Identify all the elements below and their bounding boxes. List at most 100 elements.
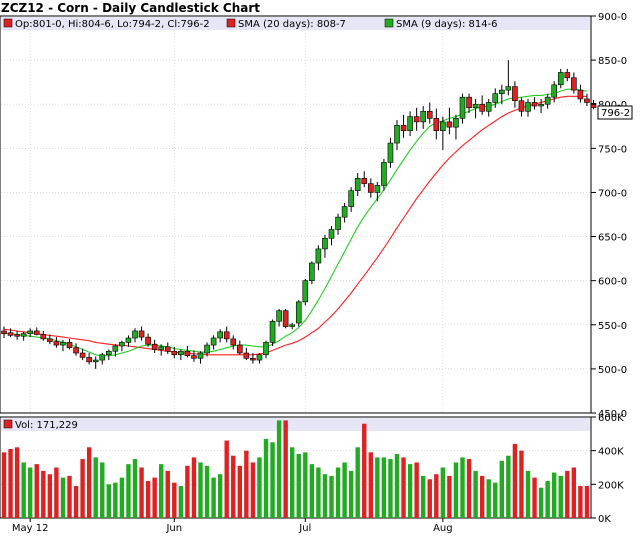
volume-bar (250, 462, 256, 518)
candle (178, 349, 184, 361)
candle (132, 328, 138, 343)
volume-bar (460, 457, 465, 518)
candle (243, 347, 250, 361)
price-tick-label: 600-0 (598, 277, 627, 288)
candle (145, 333, 151, 347)
candle (223, 326, 230, 343)
volume-bar (394, 454, 400, 518)
candle (14, 330, 20, 340)
candle (230, 335, 237, 350)
candle (498, 84, 505, 105)
candle (387, 137, 394, 168)
candle (328, 225, 335, 246)
candle (335, 213, 341, 235)
price-tick-label: 850-0 (598, 56, 627, 67)
candle (348, 187, 354, 212)
volume-bar (440, 467, 446, 518)
volume-bar (335, 467, 341, 518)
candle (263, 340, 269, 359)
candle (354, 173, 361, 196)
volume-bar (303, 452, 308, 518)
candle (99, 353, 106, 365)
candle (295, 300, 302, 327)
sma20-legend-swatch (226, 18, 236, 28)
candle (505, 60, 512, 96)
price-tick-label: 900-0 (598, 12, 627, 23)
volume-bar (486, 479, 491, 518)
volume-bar (224, 440, 229, 518)
candle (184, 345, 191, 358)
chart-title: ZCZ12 - Corn - Daily Candlestick Chart (1, 1, 260, 15)
candle (531, 97, 538, 110)
ohlc-legend-text: Op:801-0, Hi:804-6, Lo:794-2, Cl:796-2 (15, 19, 210, 30)
volume-tick-label: 200K (598, 480, 624, 491)
candle (479, 95, 485, 115)
price-tick-label: 500-0 (598, 365, 627, 376)
volume-bar (375, 457, 380, 518)
candle (20, 331, 27, 341)
candle (40, 330, 47, 341)
candle (433, 108, 440, 140)
candle (204, 342, 210, 357)
volume-bar (362, 423, 367, 518)
volume-tick-label: 0K (598, 514, 611, 525)
volume-bar (447, 475, 452, 518)
volume-bar (532, 477, 537, 518)
volume-bar (132, 459, 138, 518)
volume-bar (290, 447, 295, 518)
volume-bar (355, 447, 360, 518)
volume-bar (113, 482, 118, 518)
candle (538, 98, 544, 114)
volume-bar (172, 482, 177, 518)
volume-bar (73, 486, 79, 518)
volume-bar (322, 474, 328, 518)
volume-bar (473, 470, 478, 518)
candle (557, 68, 564, 89)
candle (1, 326, 7, 339)
candle (322, 234, 328, 258)
candle (518, 97, 525, 117)
volume-bar (159, 464, 164, 518)
sma20-legend-text: SMA (20 days): 808-7 (238, 19, 346, 30)
volume-bar (368, 452, 373, 518)
candle (289, 323, 296, 330)
volume-bar (237, 465, 242, 518)
volume-bar (558, 475, 563, 518)
volume-bar (21, 462, 26, 518)
candle (125, 335, 132, 347)
candle (341, 203, 348, 223)
price-tick-label: 550-0 (598, 321, 627, 332)
candle (269, 319, 276, 346)
volume-bar (198, 462, 203, 518)
candle (27, 328, 34, 338)
month-tick-label: Aug (433, 523, 453, 534)
candle (525, 98, 531, 117)
candle (158, 344, 164, 356)
month-tick-label: May 12 (12, 523, 49, 534)
volume-axis: 0K 200K 400K 600K (591, 413, 624, 525)
volume-bar (552, 472, 557, 518)
candle (446, 107, 453, 135)
price-tick-label: 650-0 (598, 233, 627, 244)
candle (472, 98, 479, 119)
candle (440, 116, 446, 151)
volume-bar (479, 475, 485, 518)
candle (197, 351, 204, 364)
volume-bar (178, 486, 184, 518)
volume-bar (309, 464, 315, 518)
volume-tick-label: 400K (598, 447, 624, 458)
volume-bar (152, 477, 157, 518)
candle (544, 93, 551, 109)
candle (426, 102, 433, 124)
volume-bar (342, 462, 347, 518)
candle (86, 353, 92, 365)
ohlc-legend-swatch (3, 18, 13, 28)
candle (413, 107, 420, 131)
volume-bar (185, 465, 190, 518)
volume-bar (41, 470, 46, 518)
volume-panel (0, 416, 592, 519)
volume-bar (421, 475, 426, 518)
price-tick-label: 450-0 (598, 409, 627, 420)
candle (512, 81, 518, 108)
volume-bar (283, 420, 288, 518)
